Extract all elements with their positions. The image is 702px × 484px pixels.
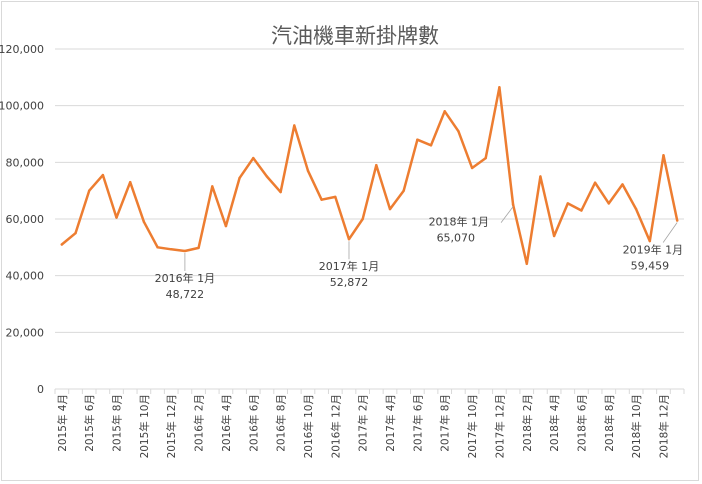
annotation-category: 2019年 1月 xyxy=(623,243,684,257)
x-tick-label: 2017年 12月 xyxy=(493,394,506,458)
data-annotations: 2016年 1月 48,722 2017年 1月 52,872 2018年 1月 65,0… xyxy=(155,206,684,301)
data-point xyxy=(87,189,91,192)
data-point xyxy=(388,207,392,211)
x-tick-label: 2016年 6月 xyxy=(247,394,260,452)
data-point xyxy=(580,209,583,212)
data-point xyxy=(224,224,228,228)
x-tick-label: 2018年 10月 xyxy=(630,394,643,458)
data-point xyxy=(429,144,433,147)
data-point xyxy=(115,216,118,219)
x-tick-label: 2017年 8月 xyxy=(439,394,452,452)
data-point xyxy=(265,175,269,178)
x-axis-tick-labels: 2015年 4月 2015年 6月 2015年 8月 2015年 10月 2015年 1… xyxy=(56,394,671,458)
y-tick-label: 60,000 xyxy=(6,213,45,226)
annotation-value: 52,872 xyxy=(330,276,369,289)
data-point xyxy=(621,183,624,186)
y-tick-label: 40,000 xyxy=(6,270,45,283)
annotation-value: 65,070 xyxy=(437,232,476,245)
data-point xyxy=(593,181,597,184)
data-point xyxy=(402,189,405,192)
x-axis xyxy=(54,388,685,394)
data-point xyxy=(607,202,610,205)
y-axis-ticks: 0 20,000 40,000 60,000 80,000 100,000 120,000 xyxy=(0,43,44,396)
data-point xyxy=(552,234,556,238)
data-point xyxy=(662,154,665,157)
y-tick-label: 0 xyxy=(37,383,44,396)
data-point xyxy=(334,195,337,199)
data-point xyxy=(306,169,310,173)
data-point xyxy=(74,231,77,235)
data-point xyxy=(170,248,173,251)
y-tick-label: 100,000 xyxy=(0,100,44,113)
annotation-value: 48,722 xyxy=(166,288,205,301)
data-point xyxy=(539,175,542,178)
data-point xyxy=(60,243,64,246)
x-tick-label: 2015年 4月 xyxy=(56,394,69,452)
data-point xyxy=(252,156,255,160)
y-tick-label: 20,000 xyxy=(6,326,45,339)
x-tick-label: 2018年 12月 xyxy=(657,394,670,458)
annotation-category: 2018年 1月 xyxy=(429,215,490,229)
data-point xyxy=(279,190,282,194)
data-point xyxy=(375,163,378,167)
x-tick-label: 2018年 8月 xyxy=(603,394,616,452)
x-tick-label: 2018年 4月 xyxy=(548,394,561,452)
series-line-group xyxy=(60,86,679,266)
annotation-leader xyxy=(662,222,678,243)
data-point xyxy=(347,237,351,241)
data-point xyxy=(498,86,501,89)
x-tick-label: 2015年 10月 xyxy=(138,394,151,458)
data-point xyxy=(470,166,474,170)
data-point xyxy=(634,207,638,211)
data-point xyxy=(211,185,214,188)
data-point xyxy=(197,246,200,250)
x-tick-label: 2018年 2月 xyxy=(521,394,534,452)
data-point xyxy=(142,220,146,224)
x-tick-label: 2017年 10月 xyxy=(466,394,479,458)
data-point xyxy=(484,156,487,160)
annotation-leader xyxy=(500,206,514,223)
data-point xyxy=(566,202,569,205)
x-tick-label: 2016年 2月 xyxy=(193,394,206,452)
grid-lines xyxy=(55,48,684,333)
data-point xyxy=(129,180,132,184)
x-tick-label: 2016年 4月 xyxy=(220,394,233,452)
x-tick-label: 2016年 12月 xyxy=(329,394,342,458)
data-point xyxy=(293,124,296,127)
x-tick-label: 2018年 6月 xyxy=(575,394,588,452)
data-point xyxy=(675,219,679,222)
annotation-category: 2016年 1月 xyxy=(155,271,216,285)
x-tick-label: 2017年 2月 xyxy=(357,394,370,452)
series-line xyxy=(60,86,679,266)
data-point xyxy=(525,262,528,265)
x-tick-label: 2016年 10月 xyxy=(302,394,315,458)
x-tick-label: 2017年 6月 xyxy=(411,394,424,452)
y-tick-label: 120,000 xyxy=(0,43,44,56)
data-point xyxy=(457,129,460,133)
data-point xyxy=(238,176,241,180)
data-point xyxy=(416,138,419,141)
y-tick-label: 80,000 xyxy=(6,156,45,169)
data-point xyxy=(183,249,187,253)
data-point xyxy=(320,198,323,201)
data-point xyxy=(361,217,364,221)
annotation-value: 59,459 xyxy=(631,260,670,273)
data-point xyxy=(648,239,652,243)
x-tick-label: 2015年 8月 xyxy=(111,394,124,452)
x-tick-label: 2016年 8月 xyxy=(275,394,288,452)
data-point xyxy=(156,246,159,249)
annotation-category: 2017年 1月 xyxy=(319,259,380,273)
x-tick-label: 2015年 6月 xyxy=(83,394,96,452)
chart-title: 汽油機車新掛牌數 xyxy=(271,24,439,48)
data-point xyxy=(511,203,515,206)
data-point xyxy=(101,173,105,177)
x-tick-label: 2017年 4月 xyxy=(384,394,397,452)
x-tick-label: 2015年 12月 xyxy=(165,394,178,458)
data-point xyxy=(443,110,446,113)
